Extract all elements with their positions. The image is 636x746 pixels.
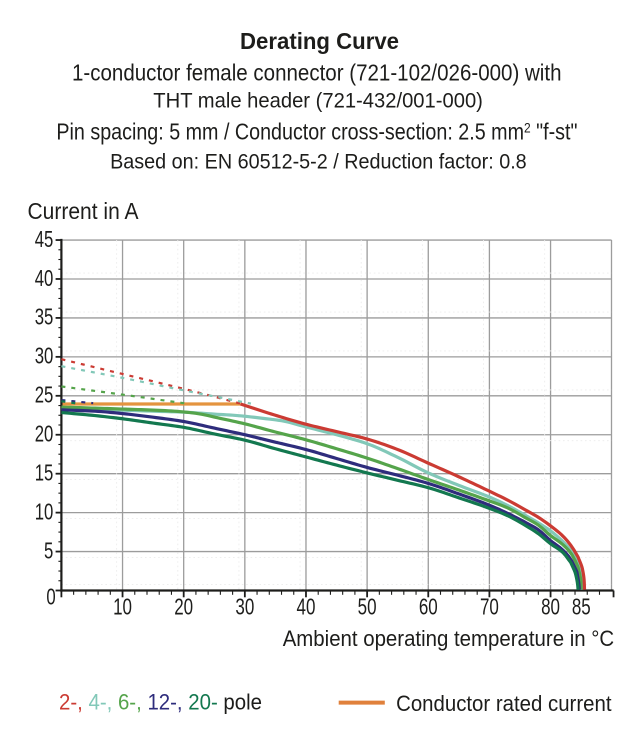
svg-text:THT male header (721-432/001-0: THT male header (721-432/001-000) [153, 89, 483, 112]
svg-text:30: 30 [235, 593, 254, 619]
svg-text:Conductor rated current: Conductor rated current [396, 691, 612, 716]
svg-text:60: 60 [419, 593, 438, 619]
svg-text:70: 70 [480, 593, 499, 619]
svg-text:Derating Curve: Derating Curve [240, 28, 399, 54]
svg-text:1-conductor female connector (: 1-conductor female connector (721-102/02… [72, 59, 562, 85]
svg-text:50: 50 [358, 593, 377, 619]
svg-text:85: 85 [572, 593, 591, 619]
svg-text:Current in A: Current in A [28, 198, 140, 224]
svg-text:5: 5 [44, 537, 53, 563]
svg-text:35: 35 [35, 304, 54, 330]
svg-text:25: 25 [35, 382, 54, 408]
svg-text:Pin spacing: 5 mm / Conductor: Pin spacing: 5 mm / Conductor cross-sect… [56, 119, 577, 145]
svg-text:10: 10 [113, 593, 132, 619]
svg-text:40: 40 [297, 593, 316, 619]
svg-text:10: 10 [35, 498, 54, 524]
svg-text:Ambient operating temperature: Ambient operating temperature in °C [283, 626, 615, 651]
svg-text:40: 40 [35, 265, 54, 291]
svg-text:20: 20 [35, 421, 54, 447]
svg-text:30: 30 [35, 343, 54, 369]
svg-text:15: 15 [35, 459, 54, 485]
svg-text:20: 20 [174, 593, 193, 619]
svg-text:0: 0 [46, 583, 55, 609]
svg-text:45: 45 [35, 226, 54, 252]
svg-text:2-, 4-, 6-, 12-, 20- pole: 2-, 4-, 6-, 12-, 20- pole [59, 690, 262, 715]
svg-text:80: 80 [541, 593, 560, 619]
svg-text:Based on: EN 60512-5-2 / Reduc: Based on: EN 60512-5-2 / Reduction facto… [110, 149, 527, 173]
